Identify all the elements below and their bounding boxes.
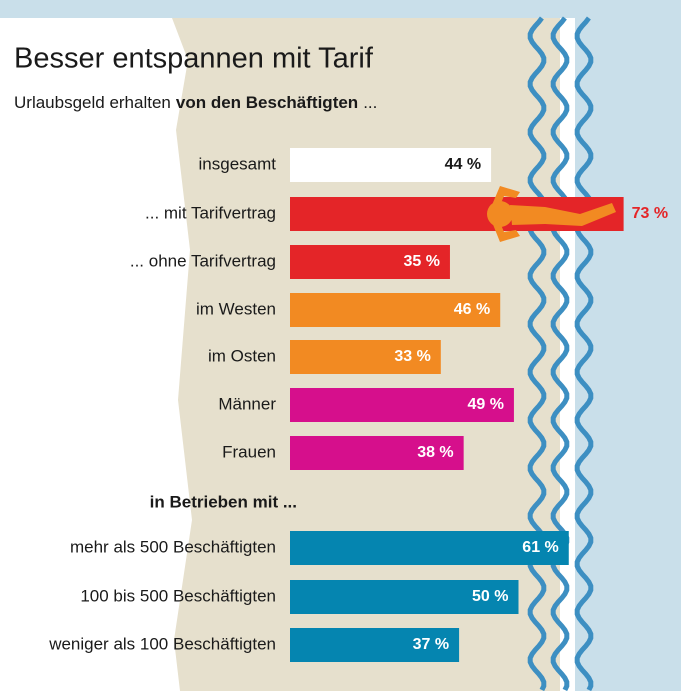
value-label: 37 %: [413, 636, 449, 653]
bar: [290, 245, 450, 279]
bar: [290, 436, 464, 470]
value-label: 49 %: [467, 396, 503, 413]
wave: [574, 16, 594, 691]
bars: insgesamt 44 % ... mit Tarifvertrag 73 %...…: [48, 148, 668, 662]
subtitle-plain: Urlaubsgeld erhalten: [14, 93, 171, 112]
value-label: 44 %: [445, 156, 481, 173]
swimmer-body: [510, 203, 616, 226]
wave: [527, 16, 547, 691]
category-label: ... ohne Tarifvertrag: [130, 251, 276, 270]
swimmer-arm: [492, 186, 520, 208]
category-label: insgesamt: [199, 154, 277, 173]
value-label: 73 %: [632, 205, 668, 222]
chart-title: Besser entspannen mit Tarif: [14, 43, 374, 75]
sea: [575, 18, 681, 691]
waves: [527, 16, 594, 691]
value-label: 50 %: [472, 588, 508, 605]
swimmer-icon: [487, 186, 616, 242]
category-label: 100 bis 500 Beschäftigten: [80, 586, 276, 605]
bar: [290, 531, 569, 565]
category-label: Frauen: [222, 442, 276, 461]
value-label: 61 %: [522, 539, 558, 556]
category-label: mehr als 500 Beschäftigten: [70, 537, 276, 556]
bar: [290, 628, 460, 662]
subtitle: Urlaubsgeld erhalten von den Beschäftigte…: [14, 93, 377, 112]
bar: [290, 340, 441, 374]
subtitle-bold: von den Beschäftigten: [176, 93, 358, 112]
subtitle-end: ...: [363, 93, 377, 112]
value-label: 33 %: [394, 348, 430, 365]
bar: [290, 580, 519, 614]
top-strip: [0, 0, 681, 18]
value-label: 46 %: [454, 301, 490, 318]
category-label: ... mit Tarifvertrag: [145, 203, 276, 222]
wave: [550, 16, 570, 691]
value-label: 35 %: [403, 253, 439, 270]
category-label: weniger als 100 Beschäftigten: [48, 634, 276, 653]
category-label: im Osten: [208, 346, 276, 365]
bar: [290, 293, 501, 327]
group-label: in Betrieben mit ...: [150, 492, 297, 511]
swimmer-arm: [492, 220, 520, 242]
swimmer-head: [487, 201, 513, 227]
value-label: 38 %: [417, 444, 453, 461]
category-label: Männer: [218, 394, 276, 413]
category-label: im Westen: [196, 299, 276, 318]
bar: [290, 388, 514, 422]
bar: [290, 148, 492, 182]
